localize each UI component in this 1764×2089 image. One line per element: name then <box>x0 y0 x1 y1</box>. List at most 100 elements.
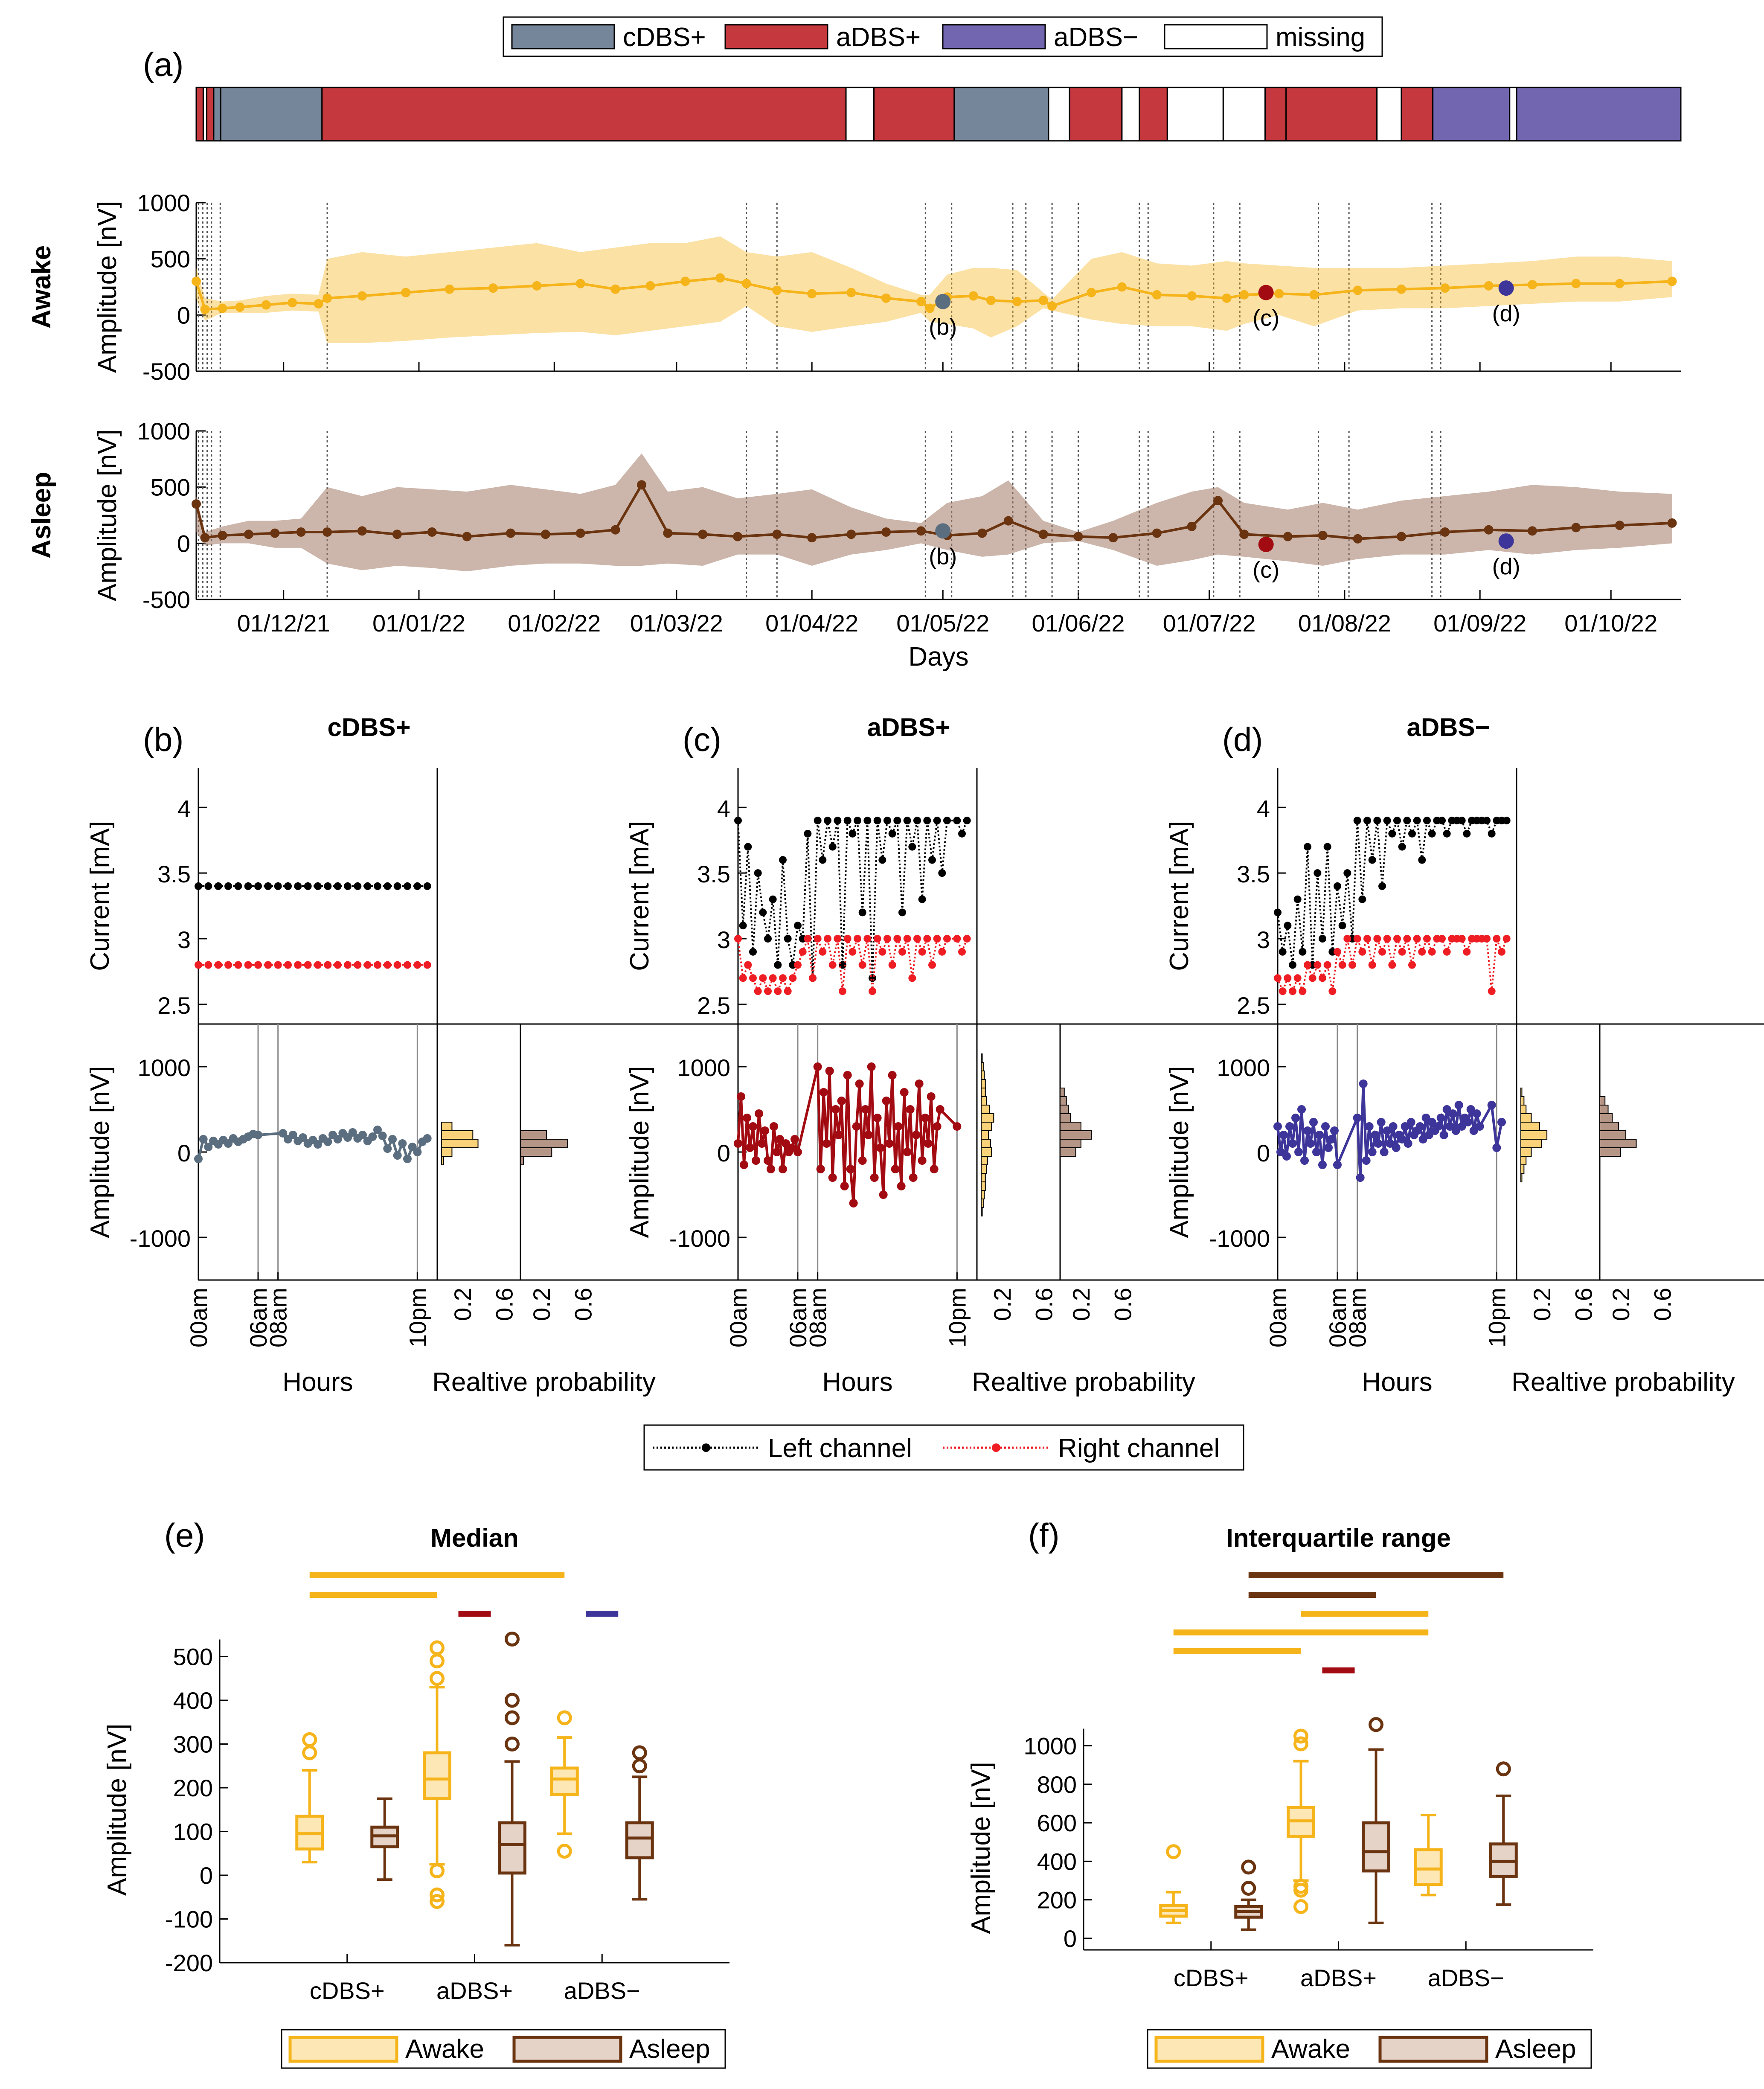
hist-asleep-bar <box>520 1156 524 1165</box>
y-tick-label: 500 <box>151 246 190 273</box>
right-channel-point <box>1483 935 1491 943</box>
amplitude-point <box>746 1143 754 1152</box>
amplitude-point <box>831 1105 840 1114</box>
amplitude-point <box>1436 1114 1445 1122</box>
y-tick-label: 4 <box>177 795 191 822</box>
amplitude-point <box>1415 1122 1424 1131</box>
median-point <box>733 532 743 541</box>
amplitude-point <box>314 1140 322 1149</box>
y-tick-label: 3 <box>1257 926 1270 953</box>
amplitude-point <box>936 1105 944 1114</box>
right-channel-point <box>374 961 381 969</box>
x-axis-label: Hours <box>282 1367 353 1397</box>
outlier <box>505 1632 520 1647</box>
amplitude-point <box>924 1139 933 1148</box>
condition-segment <box>1048 87 1070 142</box>
x-tick-label: 08am <box>805 1288 831 1347</box>
left-channel-point <box>324 882 332 890</box>
amplitude-point <box>900 1088 909 1097</box>
median-point <box>1108 533 1118 543</box>
amplitude-point <box>903 1148 912 1156</box>
hist-x-label: Realtive probability <box>432 1367 656 1397</box>
left-channel-point <box>423 882 431 890</box>
median-point <box>357 291 367 301</box>
right-channel-point <box>324 961 332 969</box>
amplitude-point <box>1380 1148 1389 1156</box>
left-channel-point <box>274 882 282 890</box>
median-point <box>1222 293 1232 303</box>
amplitude-point <box>1451 1126 1460 1135</box>
amplitude-point <box>1439 1131 1448 1139</box>
median-point <box>610 284 620 294</box>
left-channel-point <box>1279 948 1287 956</box>
x-tick-label: 06am <box>245 1288 272 1347</box>
right-channel-point <box>769 974 777 982</box>
y-tick-label: 3.5 <box>697 861 730 887</box>
highlight-label: (b) <box>929 314 957 340</box>
amplitude-point <box>1273 1122 1282 1131</box>
right-channel-point <box>953 935 961 943</box>
left-channel-point <box>759 908 767 916</box>
y-tick-label: 1000 <box>1217 1054 1270 1081</box>
median-point <box>1213 496 1223 506</box>
amplitude-point <box>1359 1079 1368 1088</box>
amplitude-point <box>930 1165 939 1173</box>
left-channel-point <box>828 843 837 851</box>
right-channel-point <box>1358 948 1366 956</box>
right-channel-point <box>234 961 242 969</box>
hist-asleep-bar <box>1599 1113 1613 1123</box>
left-channel-point <box>1363 817 1371 825</box>
left-channel-point <box>1383 817 1391 825</box>
left-channel-point <box>1463 829 1471 838</box>
condition-segment <box>321 87 847 142</box>
median-point <box>314 299 323 308</box>
median-point <box>1484 525 1494 535</box>
right-channel-point <box>908 974 916 982</box>
condition-segment <box>1121 87 1140 142</box>
right-channel-point <box>938 948 946 956</box>
amplitude-point <box>1327 1135 1336 1143</box>
median-point <box>1396 284 1406 294</box>
hist-asleep-bar <box>1060 1122 1081 1131</box>
amplitude-point <box>373 1126 382 1134</box>
median-point <box>715 273 725 283</box>
y-tick-label: 1000 <box>137 1054 191 1081</box>
amplitude-point <box>822 1139 831 1148</box>
left-channel-point <box>1314 869 1322 877</box>
outlier <box>557 1844 572 1859</box>
right-channel-point <box>334 961 342 969</box>
panel-label-d: (d) <box>1222 721 1263 758</box>
x-tick-label: 10pm <box>944 1288 971 1347</box>
left-channel-line <box>737 820 968 978</box>
amplitude-point <box>1497 1118 1506 1126</box>
x-tick-label: 01/06/22 <box>1032 610 1125 637</box>
outlier <box>430 1653 445 1669</box>
hist-awake-bar <box>981 1164 987 1174</box>
right-channel-point <box>764 987 772 995</box>
right-channel-point <box>883 935 891 943</box>
right-channel-point <box>1373 935 1381 943</box>
y-tick-label: 3 <box>177 926 191 953</box>
x-tick-label: 10pm <box>1483 1288 1510 1347</box>
median-point <box>1528 280 1537 290</box>
amplitude-point <box>1421 1114 1430 1122</box>
right-channel-point <box>963 935 971 943</box>
left-channel-point <box>1418 856 1426 864</box>
median-point <box>807 289 817 299</box>
hist-asleep-bar <box>1060 1113 1071 1123</box>
x-tick-label: 01/08/22 <box>1298 610 1391 637</box>
y-tick-label: 0 <box>177 1140 191 1167</box>
right-channel-point <box>354 961 362 969</box>
left-channel-point <box>234 882 242 890</box>
amplitude-point <box>1424 1131 1433 1139</box>
amplitude-ylabel: Amplitude [nV] <box>1165 1066 1194 1238</box>
left-channel-point <box>764 935 772 943</box>
x-tick-label: 01/04/22 <box>765 610 858 637</box>
amplitude-point <box>876 1143 885 1152</box>
left-channel-point <box>344 882 352 890</box>
amplitude-point <box>1466 1105 1475 1114</box>
amplitude-point <box>813 1062 822 1071</box>
x-tick-label: cDBS+ <box>1174 1964 1249 1991</box>
hist-asleep-bar <box>1060 1139 1081 1148</box>
box-legend-swatch <box>512 2036 622 2063</box>
